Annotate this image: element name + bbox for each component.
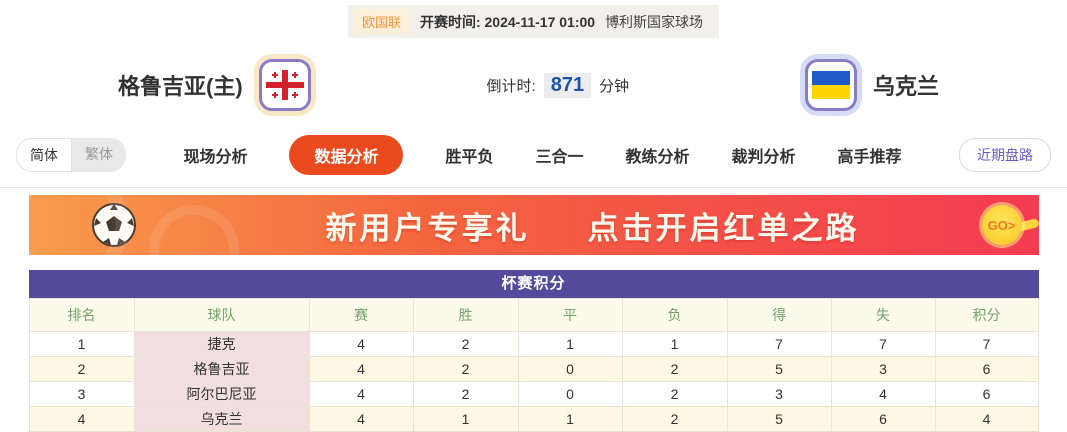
cell-loss: 2 bbox=[621, 381, 728, 407]
cell-rank: 1 bbox=[28, 331, 135, 357]
match-info-bar: 欧国联 开赛时间: 2024-11-17 01:00 博利斯国家球场 bbox=[0, 0, 1067, 38]
banner-swirl-decoration bbox=[148, 205, 239, 255]
cell-goals-against: 6 bbox=[830, 406, 936, 432]
tab-three-in-one[interactable]: 三合一 bbox=[535, 149, 584, 166]
tab-data-analysis[interactable]: 数据分析 bbox=[289, 135, 404, 175]
standings-section: 杯赛积分 排名 球队 赛 胜 平 负 得 失 积分 1 捷克 4 bbox=[28, 270, 1039, 432]
col-win: 胜 bbox=[412, 298, 519, 332]
cell-win: 1 bbox=[412, 406, 519, 432]
cell-win: 2 bbox=[412, 356, 519, 382]
col-draw: 平 bbox=[517, 298, 623, 332]
away-team: 乌克兰 bbox=[804, 59, 939, 111]
teams-row: 格鲁吉亚(主) 倒计时: 871 分钟 bbox=[0, 51, 1067, 119]
cell-goals-for: 5 bbox=[726, 356, 832, 382]
cell-win: 2 bbox=[412, 331, 519, 357]
table-row: 4 乌克兰 4 1 1 2 5 6 4 bbox=[28, 406, 1039, 432]
analysis-tabs: 现场分析 数据分析 胜平负 三合一 教练分析 裁判分析 高手推荐 bbox=[126, 135, 959, 175]
countdown-unit: 分钟 bbox=[599, 77, 630, 95]
tab-referee-analysis[interactable]: 裁判分析 bbox=[731, 149, 796, 166]
banner-swirl-decoration bbox=[28, 195, 129, 255]
cell-rank: 4 bbox=[28, 406, 135, 432]
tab-coach-analysis[interactable]: 教练分析 bbox=[625, 149, 690, 166]
col-loss: 负 bbox=[621, 298, 728, 332]
venue-label: 博利斯国家球场 bbox=[605, 13, 704, 30]
col-goals-against: 失 bbox=[830, 298, 936, 332]
cell-points: 4 bbox=[934, 406, 1039, 432]
cell-loss: 1 bbox=[621, 331, 728, 357]
lang-simplified-button[interactable]: 简体 bbox=[16, 138, 72, 172]
cell-goals-against: 4 bbox=[830, 381, 936, 407]
cell-draw: 0 bbox=[517, 381, 623, 407]
cell-rank: 2 bbox=[28, 356, 135, 382]
cell-win: 2 bbox=[412, 381, 519, 407]
cell-loss: 2 bbox=[621, 406, 728, 432]
cell-goals-for: 5 bbox=[726, 406, 832, 432]
cell-team: 格鲁吉亚 bbox=[133, 356, 310, 382]
cell-goals-against: 7 bbox=[830, 331, 936, 357]
cell-draw: 1 bbox=[517, 406, 623, 432]
col-points: 积分 bbox=[934, 298, 1039, 332]
cell-goals-for: 3 bbox=[726, 381, 832, 407]
cell-played: 4 bbox=[308, 356, 414, 382]
recent-odds-button[interactable]: 近期盘路 bbox=[959, 138, 1051, 172]
countdown: 倒计时: 871 分钟 bbox=[311, 72, 805, 98]
cell-goals-for: 7 bbox=[726, 331, 832, 357]
standings-table: 排名 球队 赛 胜 平 负 得 失 积分 1 捷克 4 2 1 1 7 7 7 bbox=[28, 298, 1039, 432]
tab-expert-picks[interactable]: 高手推荐 bbox=[837, 149, 902, 166]
cell-draw: 1 bbox=[517, 331, 623, 357]
away-team-name: 乌克兰 bbox=[872, 74, 939, 99]
cell-team: 乌克兰 bbox=[133, 406, 310, 432]
countdown-label: 倒计时: bbox=[486, 77, 536, 95]
standings-header-row: 排名 球队 赛 胜 平 负 得 失 积分 bbox=[28, 298, 1039, 332]
cell-rank: 3 bbox=[28, 381, 135, 407]
home-team: 格鲁吉亚(主) bbox=[118, 59, 311, 111]
promo-banner[interactable]: 新用户专享礼 点击开启红单之路 GO> bbox=[28, 195, 1039, 255]
georgia-flag-icon bbox=[258, 59, 311, 111]
league-badge: 欧国联 bbox=[352, 9, 410, 34]
language-toggle: 简体 繁体 bbox=[16, 138, 126, 172]
col-team: 球队 bbox=[133, 298, 310, 332]
countdown-value: 871 bbox=[543, 72, 592, 98]
cell-points: 6 bbox=[934, 381, 1039, 407]
cell-team: 阿尔巴尼亚 bbox=[133, 381, 310, 407]
tab-live-analysis[interactable]: 现场分析 bbox=[183, 149, 248, 166]
banner-headline: 新用户专享礼 点击开启红单之路 bbox=[325, 210, 860, 246]
go-button[interactable]: GO> bbox=[981, 205, 1022, 245]
ukraine-flag-icon bbox=[804, 59, 857, 111]
tab-win-draw-loss[interactable]: 胜平负 bbox=[445, 149, 494, 166]
home-team-name: 格鲁吉亚(主) bbox=[118, 74, 243, 99]
cell-goals-against: 3 bbox=[830, 356, 936, 382]
nav-bar: 简体 繁体 现场分析 数据分析 胜平负 三合一 教练分析 裁判分析 高手推荐 近… bbox=[0, 129, 1067, 188]
lang-traditional-button[interactable]: 繁体 bbox=[85, 146, 113, 162]
kickoff-time: 开赛时间: 2024-11-17 01:00 bbox=[419, 13, 596, 30]
cell-loss: 2 bbox=[621, 356, 728, 382]
table-row: 2 格鲁吉亚 4 2 0 2 5 3 6 bbox=[28, 356, 1039, 382]
cell-team: 捷克 bbox=[133, 331, 310, 357]
cell-points: 7 bbox=[934, 331, 1039, 357]
cell-draw: 0 bbox=[517, 356, 623, 382]
table-row: 3 阿尔巴尼亚 4 2 0 2 3 4 6 bbox=[28, 381, 1039, 407]
col-played: 赛 bbox=[308, 298, 414, 332]
cell-played: 4 bbox=[308, 331, 414, 357]
standings-title: 杯赛积分 bbox=[28, 270, 1039, 298]
cell-played: 4 bbox=[308, 381, 414, 407]
col-goals-for: 得 bbox=[726, 298, 832, 332]
cell-points: 6 bbox=[934, 356, 1039, 382]
cell-played: 4 bbox=[308, 406, 414, 432]
table-row: 1 捷克 4 2 1 1 7 7 7 bbox=[28, 331, 1039, 357]
col-rank: 排名 bbox=[28, 298, 135, 332]
